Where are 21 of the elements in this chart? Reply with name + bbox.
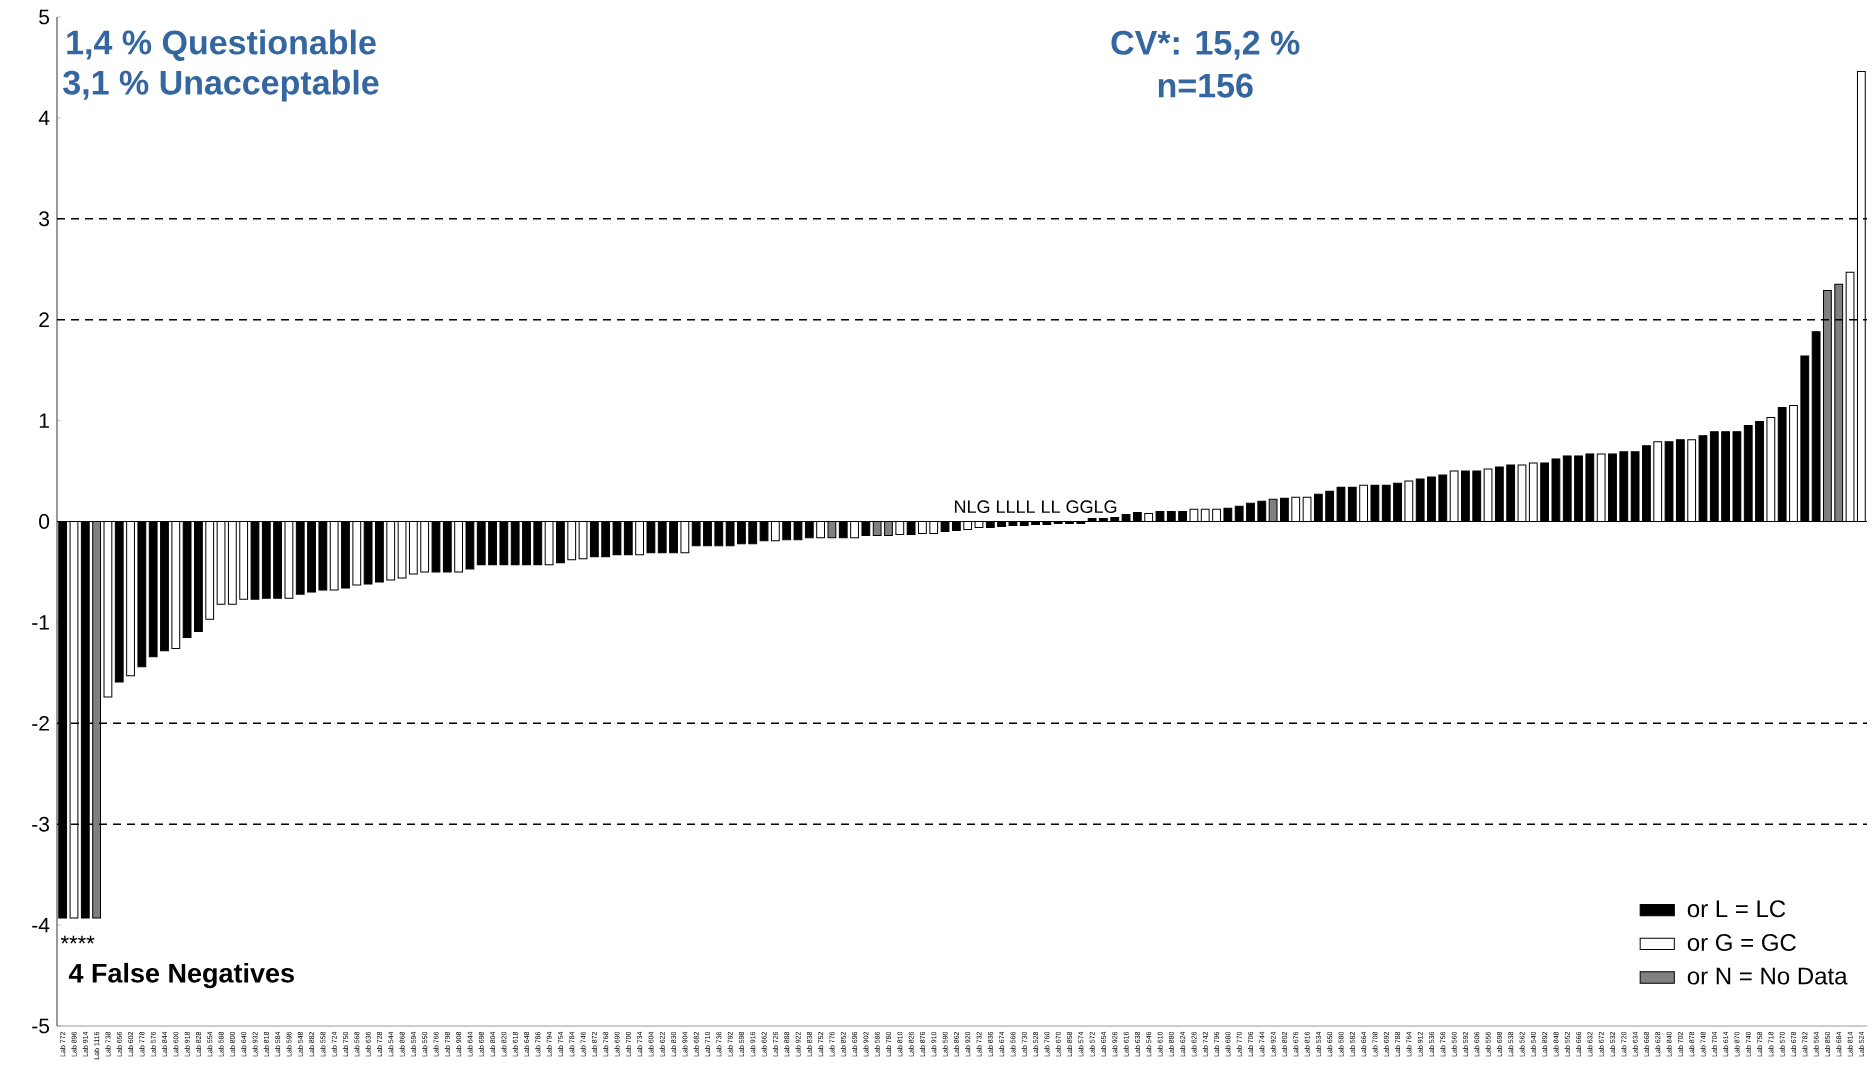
y-tick-label: 3 [39,211,50,227]
y-tick-label: -3 [32,816,50,832]
y-tick-label: -2 [32,715,49,731]
y-tick-label: -1 [32,615,49,630]
y-tick-label: 1 [39,413,49,428]
y-tick-label: -4 [32,917,50,933]
legend-label: or L = LC [1687,900,1786,918]
annotation: **** [60,935,95,944]
annotation: n=156 [1158,73,1253,98]
annotation: 4 False Negatives [68,962,294,989]
annotation: 3,1 % Unacceptable [63,69,379,102]
annotation: CV*: 15,2 % [1111,30,1300,60]
y-tick-label: 0 [39,514,50,529]
y-tick-label: 2 [39,312,49,328]
legend-label: or N = No Data [1687,967,1848,985]
annotation: NLG LLLL LL GGLG [954,500,1117,514]
y-tick-label: 5 [39,9,50,25]
annotation: 1,4 % Questionable [67,29,376,61]
legend-label: or G = GC [1687,934,1796,952]
y-tick-label: -5 [32,1018,50,1034]
y-tick-label: 4 [38,110,50,126]
